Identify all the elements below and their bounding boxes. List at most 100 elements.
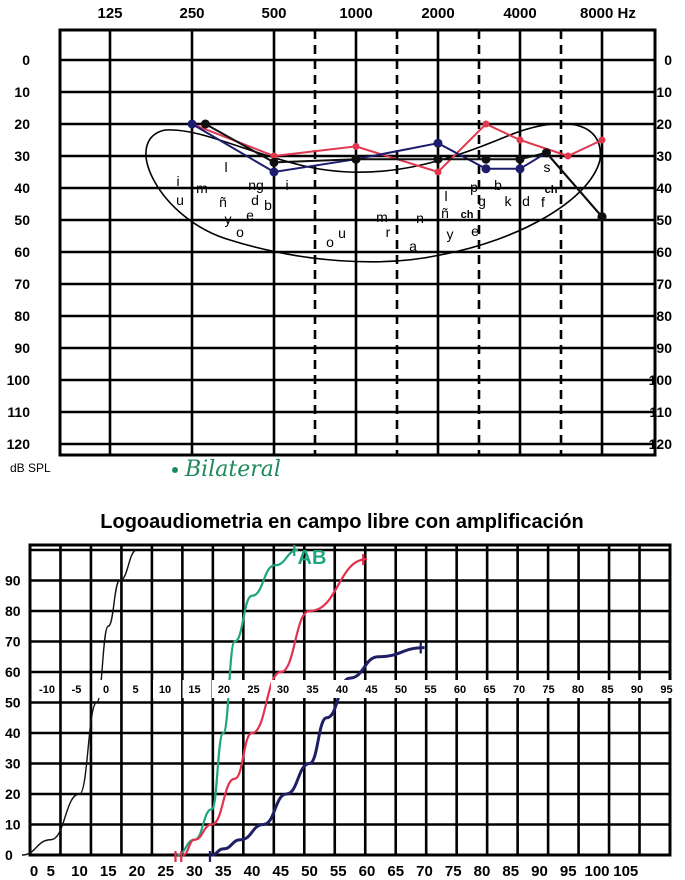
speech-x-tick-label: 50 [301, 863, 318, 880]
phoneme-label: d [522, 193, 530, 209]
db-tick-label-right: 120 [649, 436, 673, 452]
db-tick-label-right: 20 [656, 116, 672, 132]
db-tick-label-right: 90 [656, 340, 672, 356]
frequency-tick-label: 4000 [503, 5, 536, 22]
speech-hl-tick-label: 75 [542, 684, 554, 696]
speech-y-tick-label: 0 [5, 847, 13, 863]
audiogram-point [200, 119, 210, 129]
speech-x-tick-label: 35 [215, 863, 232, 880]
speech-x-tick-label: 80 [474, 863, 491, 880]
db-tick-label-left: 30 [14, 148, 30, 164]
audiogram-point [515, 154, 525, 164]
speech-x-tick-label: 100 [584, 863, 609, 880]
speech-hl-tick-bg [123, 680, 148, 698]
audiogram-point [516, 136, 524, 144]
speech-hl-tick-bg [595, 680, 620, 698]
bilateral-annotation: Bilateral [184, 457, 281, 482]
audiogram-point [433, 154, 443, 164]
db-tick-label-left: 40 [14, 180, 30, 196]
audiogram-series-line [191, 123, 603, 218]
speech-y-tick-label: 60 [5, 664, 21, 680]
speech-x-tick-label: 5 [47, 863, 55, 880]
speech-hl-tick-label: 35 [306, 684, 318, 696]
speech-hl-tick-label: 30 [277, 684, 289, 696]
speech-x-tick-label: 70 [416, 863, 433, 880]
db-tick-label-left: 80 [14, 308, 30, 324]
speech-x-tick-label: 15 [100, 863, 117, 880]
speech-x-tick-label: 75 [445, 863, 462, 880]
phoneme-label: o [326, 234, 334, 250]
phoneme-label: e [471, 223, 479, 239]
speech-x-tick-label: 10 [71, 863, 88, 880]
speech-y-tick-label: 30 [5, 756, 21, 772]
db-tick-label-left: 20 [14, 116, 30, 132]
speech-labels: Logoaudiometria en campo libre con ampli… [5, 511, 679, 880]
audiogram-point [482, 120, 490, 128]
phoneme-label: k [505, 193, 513, 209]
frequency-tick-label: 8000 Hz [580, 5, 636, 22]
speech-marker-ab: AB [298, 547, 327, 569]
audiogram-point [352, 142, 360, 150]
db-tick-label-left: 70 [14, 276, 30, 292]
db-tick-label-right: 40 [656, 180, 672, 196]
speech-hl-tick-label: 95 [660, 684, 672, 696]
audiogram-point [270, 152, 278, 160]
speech-hl-tick-label: 55 [424, 684, 436, 696]
speech-x-tick-label: 0 [30, 863, 38, 880]
speech-hl-tick-label: 85 [601, 684, 613, 696]
speech-hl-tick-bg [330, 680, 354, 698]
speech-grid [28, 543, 672, 857]
phoneme-label: u [338, 225, 346, 241]
db-tick-label-left: 10 [14, 84, 30, 100]
speech-curve-marker: I [419, 641, 423, 658]
speech-hl-tick-bg [477, 680, 502, 698]
speech-hl-tick-bg [359, 680, 384, 698]
speech-hl-tick-label: 15 [188, 684, 200, 696]
db-tick-label-right: 100 [649, 372, 673, 388]
speech-series-curve [182, 558, 368, 857]
speech-hl-tick-label: 90 [631, 684, 643, 696]
audiogram-series-line [191, 122, 603, 174]
speech-hl-tick-label: -5 [72, 684, 82, 696]
speech-hl-tick-label: 25 [247, 684, 259, 696]
speech-chart-title: Logoaudiometria en campo libre con ampli… [100, 511, 583, 533]
frequency-tick-label: 2000 [421, 5, 454, 22]
phoneme-label: ng [248, 177, 264, 193]
phoneme-label: u [176, 192, 184, 208]
speech-y-tick-label: 80 [5, 603, 21, 619]
speech-start-marker: I [179, 849, 183, 866]
speech-hl-tick-label: 65 [483, 684, 495, 696]
speech-hl-tick-bg [536, 680, 561, 698]
speech-hl-tick-bg [212, 680, 236, 698]
db-tick-label-right: 80 [656, 308, 672, 324]
speech-hl-tick-bg [389, 680, 413, 698]
phoneme-label: f [541, 194, 545, 210]
speech-start-marker: I [208, 849, 212, 866]
audiogram-labels: 125 250 500 1000 2000 4000 8000 Hz 0 0 10 10 20 20 30… [7, 5, 673, 482]
frequency-tick-label: 125 [97, 5, 122, 22]
audiogram-point [433, 138, 443, 148]
db-tick-label-left: 0 [22, 52, 30, 68]
speech-curve-marker: I [292, 543, 296, 560]
speech-hl-tick-label: 10 [159, 684, 171, 696]
frequency-tick-label: 1000 [339, 5, 372, 22]
speech-series-curve [21, 549, 138, 856]
phoneme-label: ch [545, 184, 558, 196]
speech-hl-tick-bg [654, 680, 679, 698]
phoneme-label: ch [461, 209, 474, 221]
speech-x-tick-label: 40 [244, 863, 261, 880]
speech-y-tick-label: 40 [5, 725, 21, 741]
phoneme-label: ñ [441, 205, 449, 221]
speech-hl-tick-label: 80 [572, 684, 584, 696]
phoneme-label: d [251, 192, 259, 208]
phoneme-label: a [409, 238, 417, 254]
speech-x-tick-label: 95 [560, 863, 577, 880]
phoneme-label: m [376, 209, 388, 225]
speech-y-tick-label: 10 [5, 817, 21, 833]
speech-hl-tick-label: 45 [365, 684, 377, 696]
phoneme-label: i [285, 177, 288, 193]
speech-x-tick-label: 20 [129, 863, 146, 880]
audiogram-point [481, 164, 491, 174]
phoneme-label: b [494, 177, 502, 193]
speech-y-tick-label: 20 [5, 786, 21, 802]
